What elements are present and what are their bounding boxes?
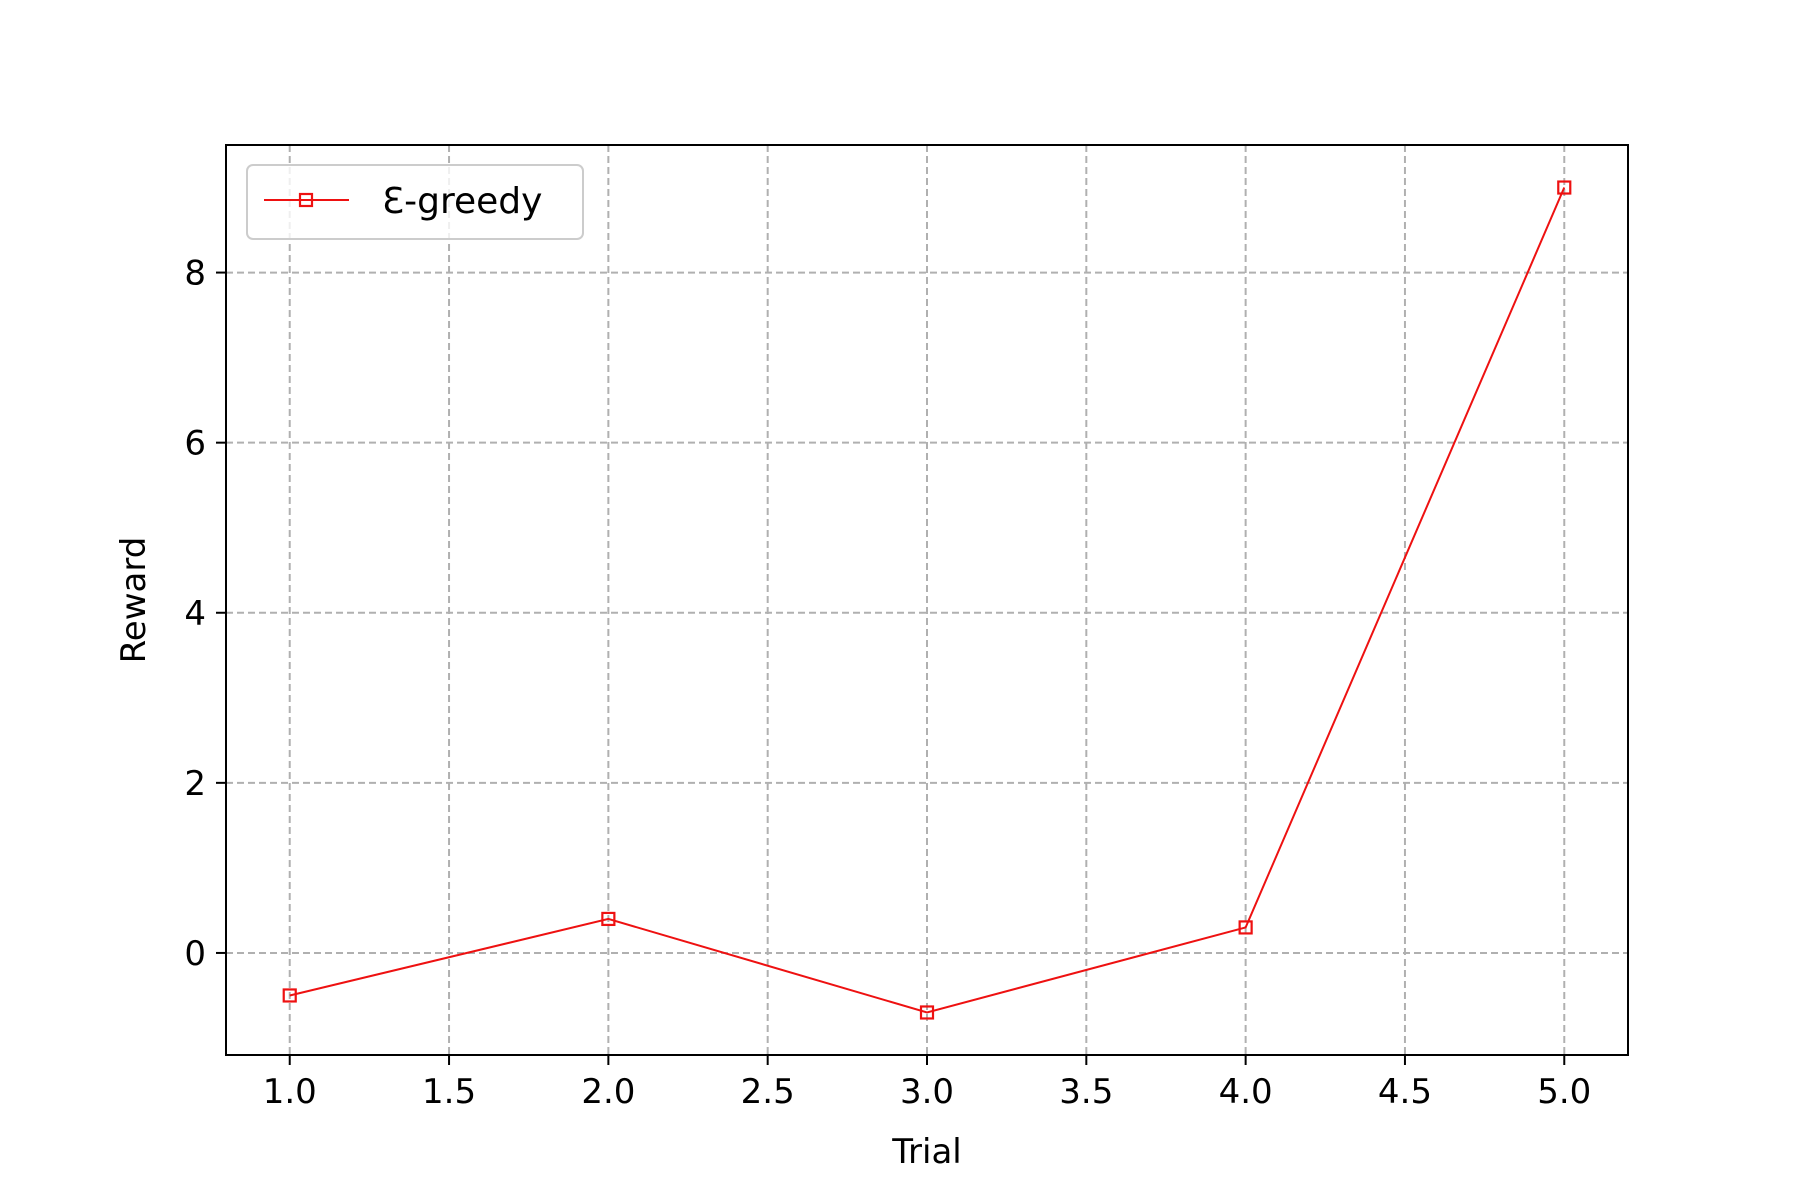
series-line [289, 187, 1566, 1014]
y-tick-label: 4 [184, 594, 206, 634]
data-point-marker [1557, 180, 1572, 195]
y-tick-label: 6 [184, 424, 206, 464]
x-tick-label: 2.5 [741, 1072, 795, 1112]
x-axis-ticks: 1.0 1.5 2.0 2.5 3.0 3.5 4.0 4.5 5.0 [263, 1055, 1591, 1112]
y-tick-label: 0 [184, 934, 206, 974]
x-tick-label: 3.0 [900, 1072, 954, 1112]
data-point-marker [601, 911, 616, 927]
y-tick-label: 2 [184, 764, 206, 804]
x-tick-label: 4.0 [1219, 1072, 1273, 1112]
x-tick-label: 3.5 [1059, 1072, 1113, 1112]
y-axis-ticks: 0 2 4 6 8 [184, 254, 226, 974]
legend-box [246, 164, 584, 240]
x-axis-label: Trial [891, 1132, 961, 1172]
grid [226, 145, 1628, 1055]
legend: Ɛ-greedy [246, 164, 584, 240]
y-axis-label: Reward [114, 537, 154, 664]
data-point-marker [282, 988, 297, 1003]
legend-entry-label: Ɛ-greedy [382, 181, 542, 222]
x-tick-label: 5.0 [1537, 1072, 1591, 1112]
series-layer [282, 180, 1572, 1020]
y-tick-label: 8 [184, 254, 206, 294]
legend-marker-square [298, 192, 314, 208]
data-point-marker [919, 1005, 935, 1020]
x-tick-label: 1.5 [422, 1072, 476, 1112]
x-tick-label: 2.0 [581, 1072, 635, 1112]
x-tick-label: 4.5 [1378, 1072, 1432, 1112]
data-point-marker [1238, 920, 1253, 935]
x-tick-label: 1.0 [263, 1072, 317, 1112]
